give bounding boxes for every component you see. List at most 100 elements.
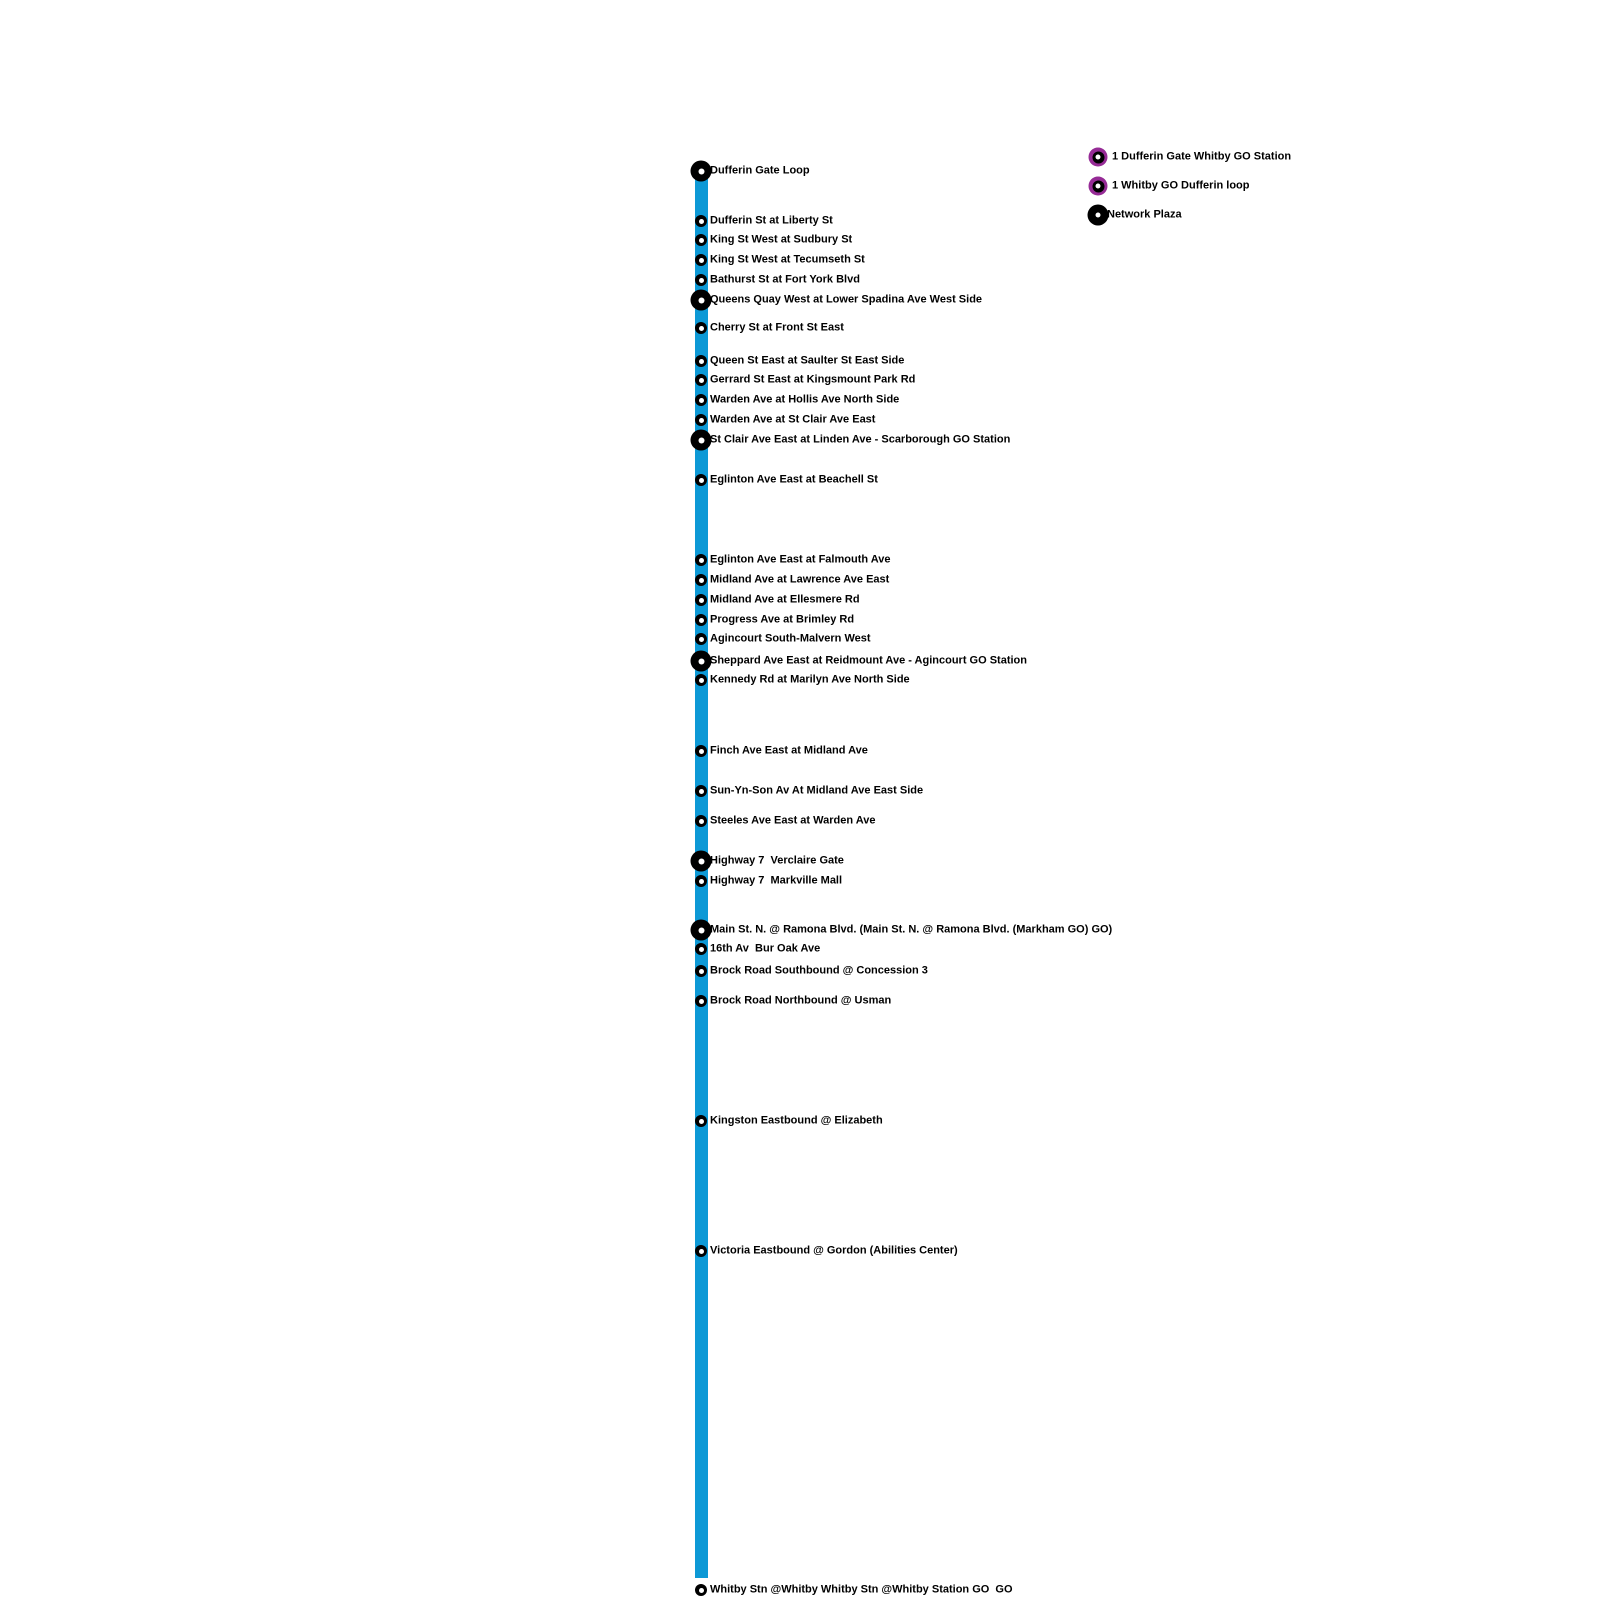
station-marker-center — [698, 557, 704, 563]
station-label: Sheppard Ave East at Reidmount Ave - Agi… — [710, 654, 1027, 667]
station-marker-center — [698, 577, 704, 583]
station-label: Queens Quay West at Lower Spadina Ave We… — [710, 293, 983, 306]
legend-label: Network Plaza — [1107, 208, 1182, 221]
station-marker-center — [698, 968, 704, 974]
station-marker-center — [698, 297, 704, 303]
station-marker — [695, 234, 707, 246]
station-marker-center — [698, 1248, 704, 1254]
station-marker — [695, 554, 707, 566]
station-marker — [695, 1115, 707, 1127]
station-marker-center — [698, 617, 704, 623]
legend-icon-center — [1095, 212, 1101, 218]
station-marker — [695, 414, 707, 426]
station-marker-center — [698, 658, 704, 664]
station-marker — [690, 429, 712, 451]
station-marker — [695, 1584, 707, 1596]
station-label: King St West at Sudbury St — [710, 233, 853, 246]
station-label: Whitby Stn @Whitby Whitby Stn @Whitby St… — [710, 1583, 1013, 1596]
station-marker-center — [698, 218, 704, 224]
station-marker-center — [698, 878, 704, 884]
station-marker-center — [698, 358, 704, 364]
station-label: Gerrard St East at Kingsmount Park Rd — [710, 373, 916, 386]
station-marker-center — [698, 168, 704, 174]
station-label: Bathurst St at Fort York Blvd — [710, 273, 860, 286]
station-marker-center — [698, 1587, 704, 1593]
station-label: Dufferin St at Liberty St — [710, 214, 833, 227]
station-label: Warden Ave at Hollis Ave North Side — [710, 393, 900, 406]
station-label: Midland Ave at Ellesmere Rd — [710, 593, 860, 606]
station-label: Brock Road Southbound @ Concession 3 — [710, 964, 928, 977]
station-marker-center — [698, 377, 704, 383]
station-label: 16th Av Bur Oak Ave — [710, 942, 821, 955]
station-label: Cherry St at Front St East — [710, 321, 844, 334]
station-label: Brock Road Northbound @ Usman — [710, 994, 892, 1007]
legend-label: 1 Dufferin Gate Whitby GO Station — [1112, 150, 1292, 163]
station-marker-center — [698, 636, 704, 642]
station-marker — [695, 633, 707, 645]
legend-label: 1 Whitby GO Dufferin loop — [1112, 179, 1250, 192]
station-marker — [690, 289, 712, 311]
station-marker-center — [698, 1118, 704, 1124]
station-label: King St West at Tecumseth St — [710, 253, 865, 266]
station-label: Eglinton Ave East at Falmouth Ave — [710, 553, 891, 566]
station-label: Victoria Eastbound @ Gordon (Abilities C… — [710, 1244, 958, 1257]
legend-plaza-icon — [1087, 204, 1109, 226]
station-marker — [695, 614, 707, 626]
station-label: Eglinton Ave East at Beachell St — [710, 473, 878, 486]
station-marker-center — [698, 946, 704, 952]
station-label: Midland Ave at Lawrence Ave East — [710, 573, 890, 586]
station-label: Highway 7 Markville Mall — [710, 874, 843, 887]
station-marker-center — [698, 927, 704, 933]
station-marker — [695, 875, 707, 887]
station-label: Queen St East at Saulter St East Side — [710, 354, 905, 367]
station-label: St Clair Ave East at Linden Ave - Scarbo… — [710, 433, 1011, 446]
station-marker — [690, 650, 712, 672]
station-marker — [695, 254, 707, 266]
station-marker-center — [698, 437, 704, 443]
station-label: Warden Ave at St Clair Ave East — [710, 413, 876, 426]
station-marker — [695, 374, 707, 386]
station-marker — [695, 215, 707, 227]
station-label: Highway 7 Verclaire Gate — [710, 854, 844, 867]
station-label: Sun-Yn-Son Av At Midland Ave East Side — [710, 784, 924, 797]
station-marker — [695, 1245, 707, 1257]
station-marker-center — [698, 257, 704, 263]
station-marker-center — [698, 677, 704, 683]
station-marker-center — [698, 237, 704, 243]
station-marker — [695, 995, 707, 1007]
station-marker — [695, 785, 707, 797]
station-label: Agincourt South-Malvern West — [710, 632, 871, 645]
legend-icon-center — [1095, 183, 1101, 189]
station-marker — [695, 965, 707, 977]
station-label: Dufferin Gate Loop — [710, 164, 810, 177]
station-marker — [695, 745, 707, 757]
legend-icon-inner-ring — [1092, 180, 1104, 192]
station-marker — [695, 574, 707, 586]
station-marker-center — [698, 788, 704, 794]
station-marker-center — [698, 818, 704, 824]
route-line — [695, 171, 708, 1578]
station-marker — [695, 815, 707, 827]
station-marker — [690, 850, 712, 872]
station-marker-center — [698, 597, 704, 603]
station-label: Steeles Ave East at Warden Ave — [710, 814, 876, 827]
station-label: Kennedy Rd at Marilyn Ave North Side — [710, 673, 910, 686]
station-marker — [695, 674, 707, 686]
legend-terminal-icon — [1088, 176, 1108, 196]
station-marker-center — [698, 277, 704, 283]
station-marker — [695, 943, 707, 955]
legend-icon-inner-ring — [1092, 151, 1104, 163]
legend-icon-center — [1095, 154, 1101, 160]
station-marker — [695, 394, 707, 406]
station-label: Finch Ave East at Midland Ave — [710, 744, 868, 757]
station-marker — [695, 474, 707, 486]
station-marker-center — [698, 748, 704, 754]
station-marker-center — [698, 397, 704, 403]
station-marker-center — [698, 477, 704, 483]
station-marker — [690, 160, 712, 182]
station-marker — [695, 274, 707, 286]
station-label: Progress Ave at Brimley Rd — [710, 613, 855, 626]
station-marker — [690, 919, 712, 941]
station-marker — [695, 322, 707, 334]
